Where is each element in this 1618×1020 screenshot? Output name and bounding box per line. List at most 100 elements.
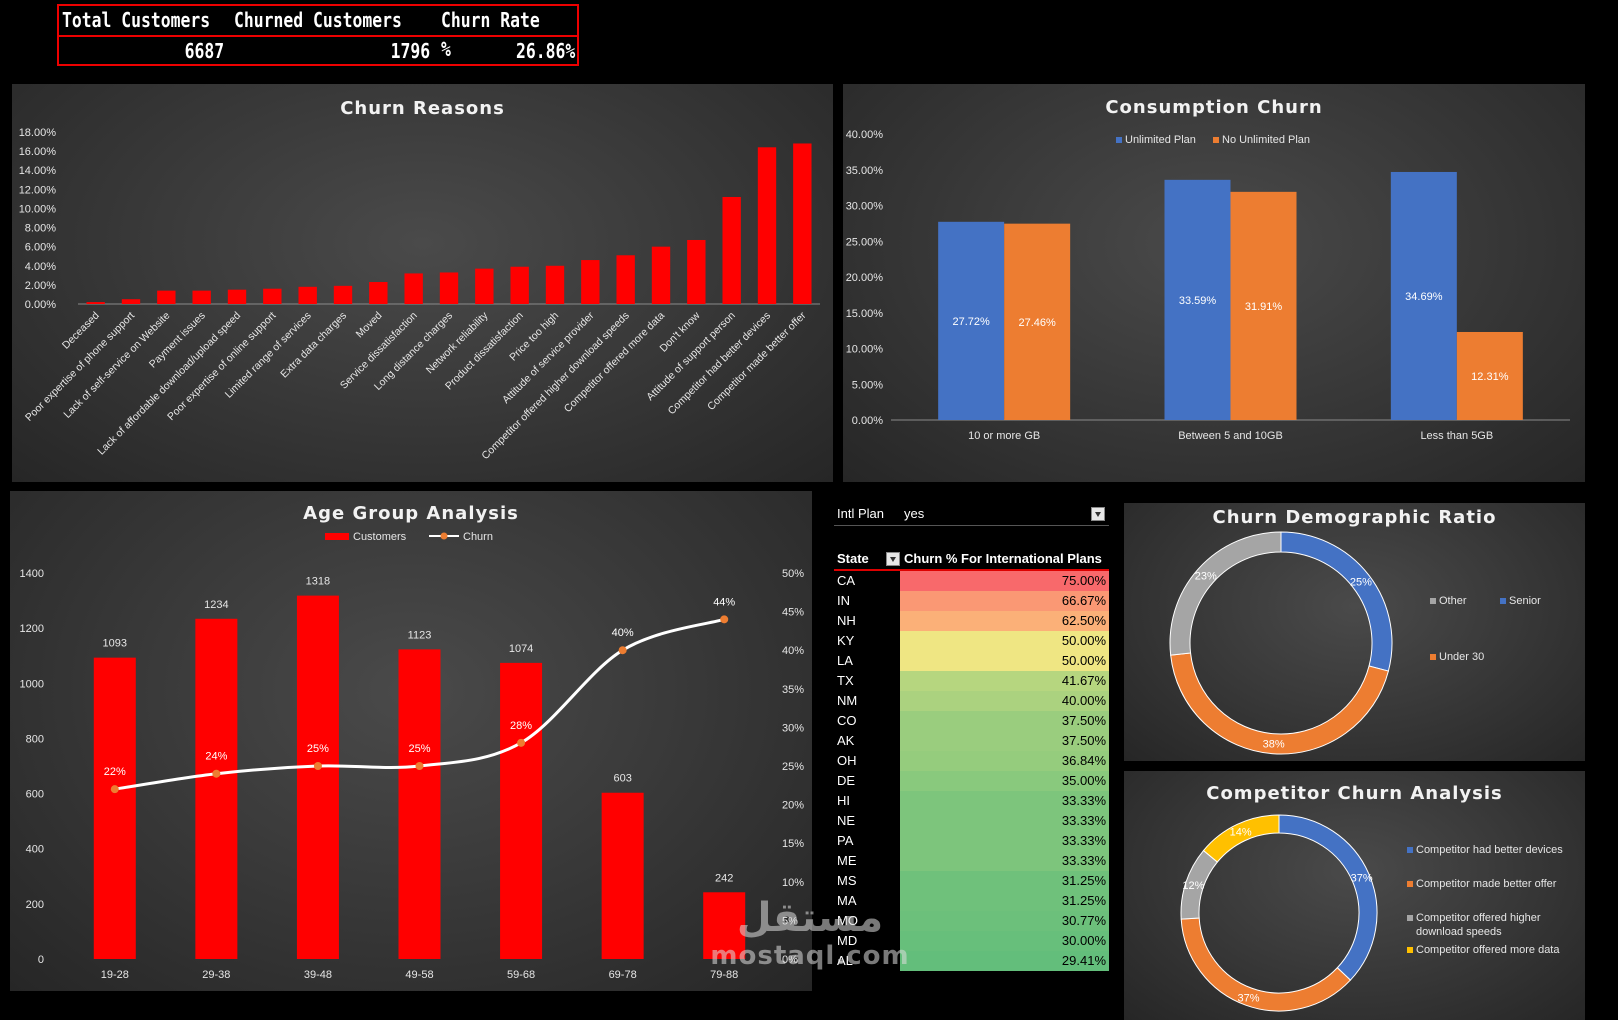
y-tick-label: 0 xyxy=(38,954,44,966)
slice-label: 23% xyxy=(1195,571,1217,583)
table-row: CO 37.50% xyxy=(834,711,1109,731)
table-row: NH 62.50% xyxy=(834,611,1109,631)
legend-swatch-churn-marker xyxy=(440,532,448,540)
churn-pct-cell: 62.50% xyxy=(900,611,1109,631)
bar xyxy=(1164,179,1231,420)
y2-tick-label: 30% xyxy=(782,722,804,734)
bar xyxy=(333,285,353,304)
state-cell: AL xyxy=(837,953,853,968)
churn-label: 24% xyxy=(205,751,227,763)
legend-swatch xyxy=(1407,915,1413,921)
kpi-header-row: Total Customers Churned Customers Churn … xyxy=(59,6,577,61)
table-row: AK 37.50% xyxy=(834,731,1109,751)
churn-reasons-panel[interactable]: Churn Reasons 0.00% 2.00% 4.00% 6.00% 8.00% 1… xyxy=(12,84,833,482)
filter-dropdown-icon[interactable] xyxy=(1091,507,1105,521)
kpi-header-churned: Churned Customers xyxy=(234,8,402,32)
table-row: KY 50.00% xyxy=(834,631,1109,651)
demographic-donut-chart: 25% 38% 23% Other Senior Under 30 xyxy=(1169,531,1541,755)
table-row: MD 30.00% xyxy=(834,931,1109,951)
bar xyxy=(475,268,494,304)
legend-label: Competitor made better offer xyxy=(1416,878,1557,890)
bar xyxy=(298,286,317,304)
intl-plan-filter[interactable]: Intl Plan yes xyxy=(834,503,1109,526)
slice-label: 14% xyxy=(1230,827,1252,839)
data-label: 1234 xyxy=(204,599,228,611)
sort-filter-icon[interactable] xyxy=(886,552,900,566)
bar xyxy=(195,618,238,959)
state-cell: IN xyxy=(837,593,850,608)
state-cell: KY xyxy=(837,633,855,648)
state-cell: AK xyxy=(837,733,855,748)
legend-swatch xyxy=(1430,654,1436,660)
y-tick-label: 6.00% xyxy=(25,242,56,254)
churn-pct-cell: 36.84% xyxy=(900,751,1109,771)
churn-pct-cell: 30.77% xyxy=(900,911,1109,931)
donut-slice xyxy=(1278,814,1378,981)
table-row: OH 36.84% xyxy=(834,751,1109,771)
y-tick-label: 200 xyxy=(26,899,44,911)
legend-swatch xyxy=(1407,881,1413,887)
x-tick-label: Extra data charges xyxy=(278,310,349,381)
bar xyxy=(1004,223,1071,420)
state-cell: CA xyxy=(837,573,856,588)
bar xyxy=(722,196,741,304)
churn-marker xyxy=(415,762,424,770)
y-tick-label: 400 xyxy=(26,844,44,856)
data-label: 34.69% xyxy=(1405,291,1443,303)
y-tick-label: 14.00% xyxy=(19,165,57,177)
x-tick-label: 10 or more GB xyxy=(968,430,1040,442)
data-label: 31.91% xyxy=(1245,301,1283,313)
data-label: 12.31% xyxy=(1471,371,1509,383)
x-tick-label: 39-48 xyxy=(304,969,332,981)
x-tick-label: 49-58 xyxy=(405,969,433,981)
y-tick-label: 1400 xyxy=(20,568,44,580)
age-group-chart: 0 200 400 600 800 1000 1200 1400 0% 5% 10% 15% 20% 25… xyxy=(20,531,805,981)
bar xyxy=(227,289,247,304)
y-tick-label: 10.00% xyxy=(19,203,57,215)
data-label: 27.46% xyxy=(1019,317,1057,329)
legend-swatch-customers xyxy=(325,533,349,540)
state-cell: TX xyxy=(837,673,854,688)
y-tick-label: 5.00% xyxy=(852,379,883,391)
state-cell: NM xyxy=(837,693,858,708)
y-tick-label: 15.00% xyxy=(846,308,884,320)
bar xyxy=(687,239,706,304)
mostaql-watermark: مستقل mostaql.com xyxy=(710,895,910,995)
y2-tick-label: 25% xyxy=(782,761,804,773)
y-tick-label: 0.00% xyxy=(852,415,883,427)
consumption-churn-panel[interactable]: Consumption Churn 0.00% 5.00% 10.00% 15.00%… xyxy=(843,84,1585,482)
table-row: MS 31.25% xyxy=(834,871,1109,891)
age-group-panel[interactable]: Age Group Analysis 0 200 400 600 800 1000 1200… xyxy=(10,491,812,991)
y2-tick-label: 40% xyxy=(782,645,804,657)
donut-slice xyxy=(1169,531,1282,656)
state-cell: LA xyxy=(837,653,853,668)
legend-label: Churn xyxy=(463,531,493,543)
bar xyxy=(793,143,812,304)
state-cell: DE xyxy=(837,773,856,788)
y-tick-label: 4.00% xyxy=(25,261,56,273)
slice-label: 37% xyxy=(1351,872,1373,884)
demographic-ratio-panel[interactable]: Churn Demographic Ratio 25% 38% 23% Other Se… xyxy=(1124,503,1585,761)
y-tick-label: 16.00% xyxy=(19,146,57,158)
y-tick-label: 0.00% xyxy=(25,299,56,311)
bar xyxy=(757,147,777,304)
slice-label: 12% xyxy=(1182,880,1204,892)
y-tick-label: 2.00% xyxy=(25,280,56,292)
bar xyxy=(703,892,746,959)
data-label: 1093 xyxy=(103,638,127,650)
data-label: 242 xyxy=(715,872,733,884)
bar xyxy=(581,260,600,304)
y-tick-label: 40.00% xyxy=(846,129,884,141)
table-row: PA 33.33% xyxy=(834,831,1109,851)
bar xyxy=(651,246,671,304)
churn-pct-cell: 75.00% xyxy=(900,571,1109,591)
donut-slice xyxy=(1280,531,1393,672)
x-tick-label: 79-88 xyxy=(710,969,738,981)
competitor-churn-panel[interactable]: Competitor Churn Analysis 37% 37% 12% 14% Co… xyxy=(1124,771,1585,1020)
donut-slice xyxy=(1202,814,1280,863)
churn-pct-cell: 50.00% xyxy=(900,631,1109,651)
bar xyxy=(93,657,136,959)
bar xyxy=(938,221,1005,420)
churn-pct-cell: 37.50% xyxy=(900,731,1109,751)
state-cell: HI xyxy=(837,793,850,808)
